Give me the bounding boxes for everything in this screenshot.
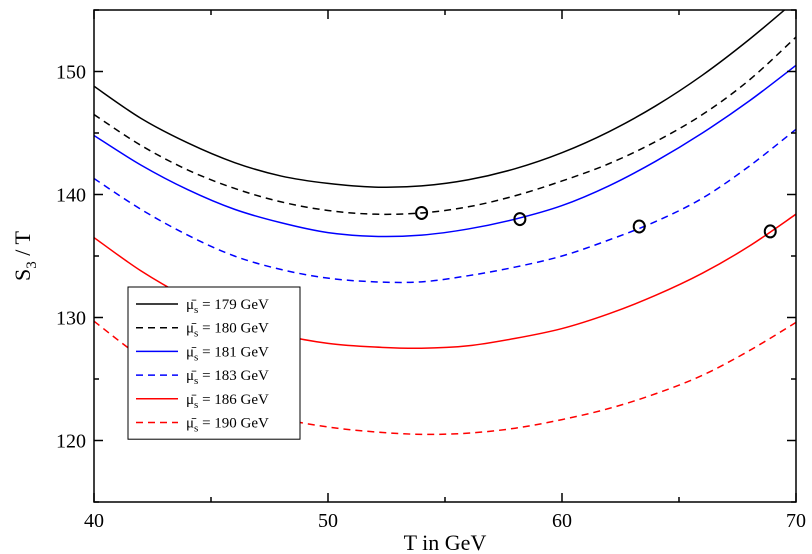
x-tick-label: 40 — [84, 510, 104, 532]
y-tick-label: 120 — [56, 431, 86, 453]
series-line-3 — [94, 64, 796, 238]
marker-layer — [415, 205, 777, 239]
legend-label: μ̄s = 180 GeV — [186, 321, 269, 340]
legend-label: μ̄s = 183 GeV — [186, 368, 269, 387]
y-tick-label: 130 — [56, 308, 86, 330]
legend: μ̄s = 179 GeV μ̄s = 180 GeV μ̄s = 181 GeV μ… — [127, 286, 301, 440]
x-axis-title: T in GeV — [404, 530, 487, 554]
y-axis-title-subscript: 3 — [24, 261, 40, 269]
circle-marker-3 — [632, 219, 646, 234]
y-axis-title: S3 / T — [10, 230, 40, 280]
legend-box — [127, 286, 301, 440]
series-line-2 — [94, 36, 796, 216]
legend-label: μ̄s = 190 GeV — [186, 416, 269, 435]
series-line-1 — [94, 10, 786, 189]
y-axis-title-tail: / T — [10, 230, 35, 261]
legend-label: μ̄s = 181 GeV — [186, 344, 269, 363]
y-tick-label: 140 — [56, 185, 86, 207]
y-tick-label: 150 — [56, 62, 86, 84]
x-tick-label: 60 — [552, 510, 572, 532]
circle-marker-1 — [415, 205, 429, 220]
legend-label: μ̄s = 179 GeV — [186, 297, 269, 316]
series-line-4 — [94, 128, 796, 284]
legend-label: μ̄s = 186 GeV — [186, 392, 269, 411]
y-axis-title-main: S — [10, 269, 35, 281]
tick-layer: 40 50 60 70 120 130 140 150 — [56, 9, 806, 532]
x-tick-label: 50 — [318, 510, 338, 532]
circle-marker-2 — [513, 212, 527, 227]
circle-marker-4 — [763, 224, 777, 239]
x-tick-label: 70 — [786, 510, 806, 532]
